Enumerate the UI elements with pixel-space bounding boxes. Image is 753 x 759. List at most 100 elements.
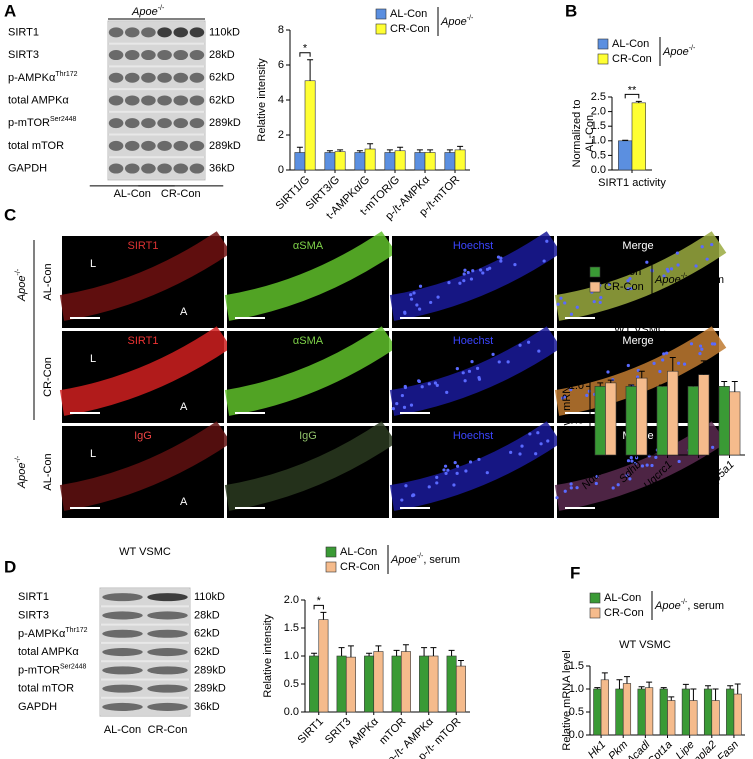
blot-header: Apoe-/- xyxy=(131,5,165,18)
nucleus xyxy=(427,382,431,386)
legend-group-main: Apoe xyxy=(390,554,417,566)
nucleus xyxy=(575,486,579,490)
error-bar xyxy=(712,688,719,701)
blot-size: 28kD xyxy=(209,49,235,61)
nucleus xyxy=(611,486,615,490)
blot-size: 289kD xyxy=(209,117,241,129)
blot-band xyxy=(124,95,140,106)
nucleus xyxy=(518,343,522,347)
error-bar xyxy=(427,149,434,153)
nucleus xyxy=(534,452,538,456)
y-tick-label: 0.0 xyxy=(591,164,606,176)
blot-strip xyxy=(108,90,205,111)
nucleus xyxy=(418,284,423,288)
blot-band xyxy=(173,72,189,83)
bar xyxy=(364,655,375,713)
blot-strip xyxy=(108,44,205,66)
blot-band xyxy=(147,648,188,657)
blot-label-main: total AMPKα xyxy=(18,646,79,658)
region-label: L xyxy=(90,258,96,270)
error-bar xyxy=(347,645,354,658)
bar xyxy=(394,150,406,171)
bar xyxy=(364,148,376,171)
legend-swatch xyxy=(375,23,387,35)
bar xyxy=(304,80,316,171)
vessel-wall xyxy=(59,231,232,321)
y-tick-label: 0.5 xyxy=(569,415,584,427)
nucleus xyxy=(527,340,531,344)
error-bar xyxy=(397,146,404,151)
nucleus xyxy=(640,464,645,468)
blot-size: 62kD xyxy=(209,94,235,106)
blot-band xyxy=(108,140,124,151)
blot-band xyxy=(102,611,143,620)
row-label: AL-Con xyxy=(42,453,54,490)
nucleus xyxy=(435,475,439,479)
nucleus xyxy=(585,393,589,397)
nucleus xyxy=(677,361,681,365)
blot-label: total AMPKα xyxy=(8,94,69,106)
nucleus xyxy=(626,459,631,463)
y-tick-label: 1.0 xyxy=(569,683,584,695)
nucleus xyxy=(595,474,599,479)
nucleus xyxy=(506,360,510,364)
error-bar xyxy=(635,100,642,103)
nucleus xyxy=(710,342,715,346)
bar xyxy=(384,152,396,171)
blot-band xyxy=(147,593,188,602)
error-bar xyxy=(734,683,741,695)
nucleus xyxy=(400,498,404,502)
nucleus xyxy=(418,307,422,311)
nucleus xyxy=(455,464,460,468)
blot-label-main: SIRT1 xyxy=(8,26,39,38)
blot-band xyxy=(124,72,140,83)
nucleus xyxy=(462,279,466,283)
row-label: AL-Con xyxy=(42,263,54,300)
blot-band xyxy=(141,50,156,61)
bar xyxy=(689,700,698,736)
bar xyxy=(294,152,306,171)
bar xyxy=(618,140,633,171)
region-label: A xyxy=(180,306,188,318)
nucleus xyxy=(469,277,474,281)
y-axis-label: Relative intensity xyxy=(256,58,268,142)
x-tick-label: Hk1 xyxy=(586,739,608,759)
legend-group: Apoe-/-, serum xyxy=(390,553,460,566)
blot-label: SIRT3 xyxy=(18,609,49,621)
nucleus xyxy=(528,432,532,436)
nucleus xyxy=(669,267,674,271)
y-tick-label: 0.0 xyxy=(284,706,299,718)
vessel-wall xyxy=(389,231,562,321)
bar xyxy=(631,102,646,171)
y-tick-label: 1.5 xyxy=(569,346,584,358)
vessel-wall xyxy=(554,231,727,321)
vessel-wall xyxy=(59,326,232,416)
bar xyxy=(391,655,402,713)
legend-label: CR-Con xyxy=(604,607,644,619)
blot-label: total mTOR xyxy=(18,683,74,695)
blot-band xyxy=(141,72,156,83)
nucleus xyxy=(628,477,632,481)
nucleus xyxy=(654,455,658,459)
channel-label: Hoechst xyxy=(453,430,493,442)
nucleus xyxy=(626,363,630,368)
blot-band xyxy=(102,593,143,602)
bar xyxy=(324,152,336,171)
blot-band xyxy=(141,118,156,129)
bar xyxy=(594,386,606,456)
nucleus xyxy=(650,463,654,468)
blot-size: 28kD xyxy=(194,609,220,621)
legend-group-main: Apoe xyxy=(654,274,681,286)
nucleus xyxy=(471,269,475,273)
vessel-wall xyxy=(224,231,397,321)
blot-strip xyxy=(100,625,190,642)
legend-label: CR-Con xyxy=(612,53,652,65)
blot-band xyxy=(189,163,205,174)
blot-band xyxy=(147,702,188,711)
nucleus xyxy=(606,370,610,374)
channel-label: SIRT1 xyxy=(128,335,159,347)
error-bar xyxy=(721,381,728,387)
blot-band xyxy=(108,95,124,106)
region-label: L xyxy=(90,353,96,365)
bar xyxy=(703,688,713,736)
